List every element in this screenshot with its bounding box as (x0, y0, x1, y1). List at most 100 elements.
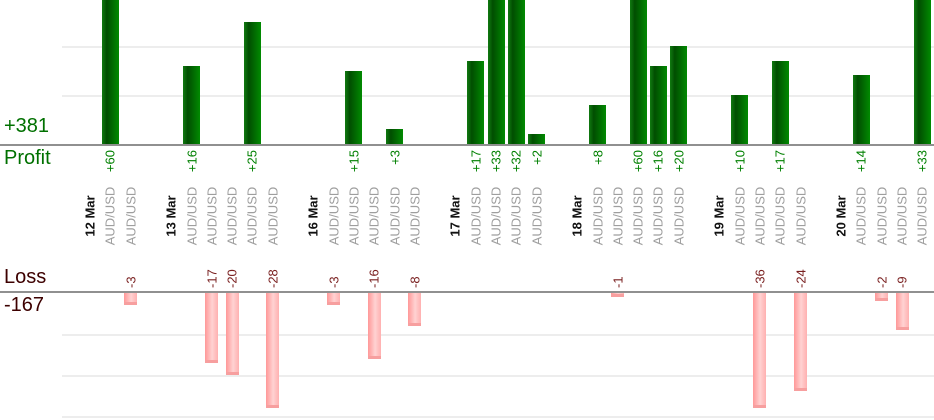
profit-value-label: +2 (529, 150, 545, 165)
loss-value-label: -1 (610, 276, 626, 288)
date-label: 16 Mar (305, 195, 321, 237)
profit-value-label: +20 (671, 150, 687, 173)
loss-bar (611, 293, 625, 298)
date-label: 20 Mar (833, 195, 849, 237)
profit-bar (589, 104, 606, 144)
loss-bar (367, 293, 381, 359)
profit-value-label: +15 (346, 150, 362, 173)
date-label: 19 Mar (711, 195, 727, 237)
profit-value-label: +16 (184, 150, 199, 173)
symbol-label: AUD/USD (590, 186, 605, 246)
profit-bar (913, 0, 931, 144)
loss-value-label: -2 (874, 276, 890, 288)
symbol-label: AUD/USD (326, 186, 342, 246)
symbol-label: AUD/USD (529, 186, 545, 246)
profit-bar (101, 0, 119, 144)
symbol-label: AUD/USD (204, 186, 220, 246)
loss-bar (327, 293, 341, 306)
profit-value-label: +25 (244, 150, 260, 173)
profit-value-label: +17 (772, 150, 788, 173)
symbol-label: AUD/USD (244, 186, 260, 246)
profit-value-label: +3 (387, 150, 402, 165)
symbol-label: AUD/USD (671, 186, 687, 246)
profit-value-label: +8 (590, 150, 605, 165)
loss-value-label: -20 (224, 269, 240, 288)
date-label: 13 Mar (163, 195, 179, 237)
symbol-label: AUD/USD (772, 186, 788, 246)
profit-bar (243, 21, 261, 144)
symbol-label: AUD/USD (732, 186, 748, 246)
loss-value-label: -3 (326, 276, 342, 288)
profit-bar (507, 0, 525, 144)
symbol-label: AUD/USD (650, 186, 666, 246)
profit-bar (670, 46, 688, 144)
symbol-label: AUD/USD (366, 186, 382, 246)
profit-value-label: +60 (102, 150, 118, 173)
profit-value-label: +33 (488, 150, 504, 173)
profit-bar (386, 129, 403, 144)
loss-bar (266, 293, 280, 408)
profit-bar (183, 65, 200, 144)
symbol-label: AUD/USD (914, 186, 930, 246)
profit-bar (852, 75, 870, 144)
gridline (62, 334, 934, 336)
profit-bar (731, 95, 749, 144)
loss-bar (895, 293, 909, 330)
symbol-label: AUD/USD (508, 186, 524, 246)
loss-bar (205, 293, 219, 363)
symbol-label: AUD/USD (184, 186, 199, 246)
profit-axis-title: Profit (4, 147, 51, 169)
symbol-label: AUD/USD (407, 186, 423, 246)
loss-bar (794, 293, 807, 392)
loss-total-label: -167 (4, 294, 45, 316)
loss-bar (225, 293, 239, 375)
profit-value-label: +33 (914, 150, 930, 173)
profit-bar (487, 0, 505, 144)
gridline (62, 416, 934, 418)
loss-value-label: -16 (366, 269, 382, 288)
profit-bar (649, 65, 667, 144)
profit-bar (629, 0, 647, 144)
profit-bar (528, 134, 546, 144)
profit-value-label: +32 (508, 150, 524, 173)
loss-axis-line (0, 291, 934, 293)
loss-value-label: -17 (204, 269, 220, 288)
symbol-label: AUD/USD (346, 186, 362, 246)
loss-bar (408, 293, 422, 326)
date-label: 17 Mar (447, 195, 463, 237)
symbol-label: AUD/USD (102, 186, 118, 246)
symbol-label: AUD/USD (874, 186, 890, 246)
symbol-label: AUD/USD (265, 186, 281, 246)
date-label: 18 Mar (569, 195, 585, 237)
profit-bar (467, 60, 485, 144)
loss-value-label: -36 (752, 269, 768, 288)
symbol-label: AUD/USD (610, 186, 626, 246)
loss-bar (753, 293, 767, 408)
profit-value-label: +60 (630, 150, 646, 173)
profit-bar (345, 70, 363, 144)
loss-value-label: -24 (793, 269, 808, 288)
profit-value-label: +17 (468, 150, 484, 173)
profit-value-label: +14 (853, 150, 869, 173)
profit-axis-line (0, 144, 934, 146)
symbol-label: AUD/USD (488, 186, 504, 246)
symbol-label: AUD/USD (793, 186, 808, 246)
symbol-label: AUD/USD (468, 186, 484, 246)
symbol-label: AUD/USD (853, 186, 869, 246)
profit-bar (771, 60, 789, 144)
loss-value-label: -9 (894, 276, 910, 288)
loss-bar (124, 293, 138, 306)
profit-value-label: +10 (732, 150, 748, 173)
loss-value-label: -8 (407, 276, 423, 288)
symbol-label: AUD/USD (752, 186, 768, 246)
symbol-label: AUD/USD (630, 186, 646, 246)
loss-value-label: -28 (265, 269, 281, 288)
symbol-label: AUD/USD (894, 186, 910, 246)
symbol-label: AUD/USD (224, 186, 240, 246)
loss-axis-title: Loss (4, 266, 47, 288)
date-label: 12 Mar (82, 195, 98, 237)
loss-bar (875, 293, 889, 302)
profit-total-label: +381 (4, 115, 50, 137)
symbol-label: AUD/USD (123, 186, 139, 246)
